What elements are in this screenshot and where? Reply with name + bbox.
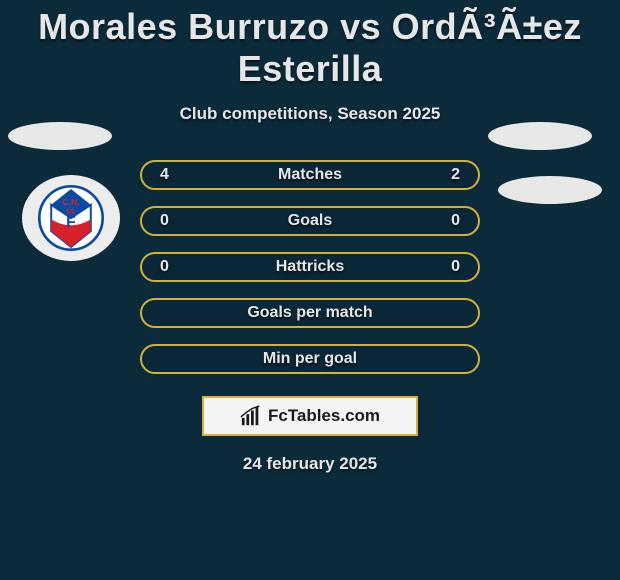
stat-label: Hattricks — [142, 258, 478, 276]
stat-label: Goals per match — [142, 304, 478, 322]
stat-label: Min per goal — [142, 350, 478, 368]
stat-right-value: 0 — [451, 212, 460, 230]
stat-left-value: 0 — [160, 258, 169, 276]
oval-left-1 — [8, 122, 112, 150]
stat-row-goals: 0 Goals 0 — [0, 206, 620, 252]
stat-left-value: 4 — [160, 166, 169, 184]
stat-pill: 0 Goals 0 — [140, 206, 480, 236]
stat-pill: 4 Matches 2 — [140, 160, 480, 190]
chart-icon — [240, 405, 262, 427]
stat-pill: Min per goal — [140, 344, 480, 374]
page-title: Morales Burruzo vs OrdÃ³Ã±ez Esterilla — [0, 0, 620, 90]
brand-text: FcTables.com — [268, 406, 380, 426]
stat-row-hattricks: 0 Hattricks 0 — [0, 252, 620, 298]
stat-pill: Goals per match — [140, 298, 480, 328]
stat-right-value: 0 — [451, 258, 460, 276]
subtitle: Club competitions, Season 2025 — [0, 104, 620, 124]
stat-right-value: 2 — [451, 166, 460, 184]
stat-row-gpm: Goals per match — [0, 298, 620, 344]
stat-label: Goals — [142, 212, 478, 230]
oval-right-1 — [488, 122, 592, 150]
date-text: 24 february 2025 — [0, 454, 620, 474]
brand-box: FcTables.com — [202, 396, 418, 436]
stat-pill: 0 Hattricks 0 — [140, 252, 480, 282]
stat-left-value: 0 — [160, 212, 169, 230]
stat-row-matches: 4 Matches 2 — [0, 160, 620, 206]
stat-label: Matches — [142, 166, 478, 184]
stat-row-mpg: Min per goal — [0, 344, 620, 390]
stats-container: 4 Matches 2 0 Goals 0 0 Hattricks 0 Goal… — [0, 160, 620, 390]
